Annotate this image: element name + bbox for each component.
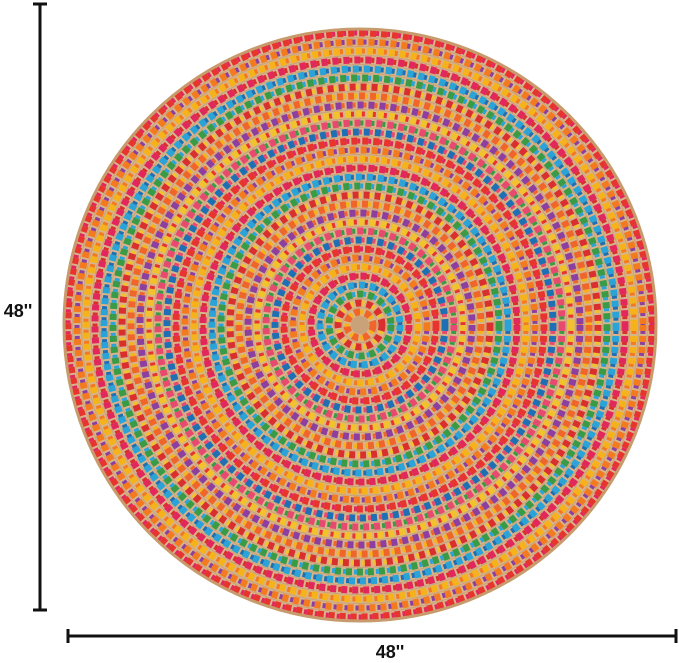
braid-strand [163, 128, 557, 522]
braid-strand [244, 209, 476, 441]
braid-strand [200, 165, 520, 485]
braid-strand [263, 228, 457, 422]
width-label: 48'' [376, 642, 405, 662]
braid-strand [191, 156, 529, 494]
braid-strand [227, 192, 493, 458]
braid-strand [334, 299, 386, 351]
braid-strand [100, 65, 620, 585]
braid-strand [110, 75, 610, 575]
braid-strand [92, 57, 628, 593]
braid-strand [82, 47, 638, 603]
braid-strand [137, 102, 583, 548]
braid-strand [298, 263, 422, 387]
label-background [0, 296, 38, 326]
rug-edge [62, 27, 658, 623]
braid-strand [290, 255, 430, 395]
braid-strand [281, 246, 439, 404]
braid-strand [128, 93, 592, 557]
braid-strand [235, 200, 485, 450]
braid-strand [74, 39, 646, 611]
braid-strand [317, 282, 403, 368]
braid-strand [226, 191, 494, 459]
width-dimension: 48'' [66, 629, 678, 662]
braid-strand [164, 129, 556, 521]
braid-strand [343, 308, 377, 342]
height-label: 48'' [4, 301, 33, 321]
braid-strand [65, 30, 655, 620]
braid-strand [236, 201, 484, 449]
braid-strand [154, 119, 566, 531]
braid-strand [173, 138, 547, 512]
braid-strand [91, 56, 629, 594]
braid-strand [344, 309, 376, 341]
braid-strand [181, 146, 539, 504]
braid-strand [218, 183, 502, 467]
braid-strand [118, 83, 602, 567]
braid-strand [307, 272, 413, 378]
braid-strand [101, 66, 619, 584]
braid-strand [208, 173, 512, 477]
braid-strand [217, 182, 503, 468]
braid-strand [271, 236, 449, 414]
round-braided-rug [62, 27, 658, 623]
braid-strand [155, 120, 565, 530]
braid-strand [109, 74, 611, 576]
braid-strand [326, 291, 394, 359]
braid-strand [299, 264, 421, 386]
braid-strand [145, 110, 575, 540]
braid-strand [280, 245, 440, 405]
height-dimension: 48'' [0, 2, 47, 612]
braid-strand [289, 254, 431, 396]
braid-strand [172, 137, 548, 513]
braid-strand [254, 219, 466, 431]
